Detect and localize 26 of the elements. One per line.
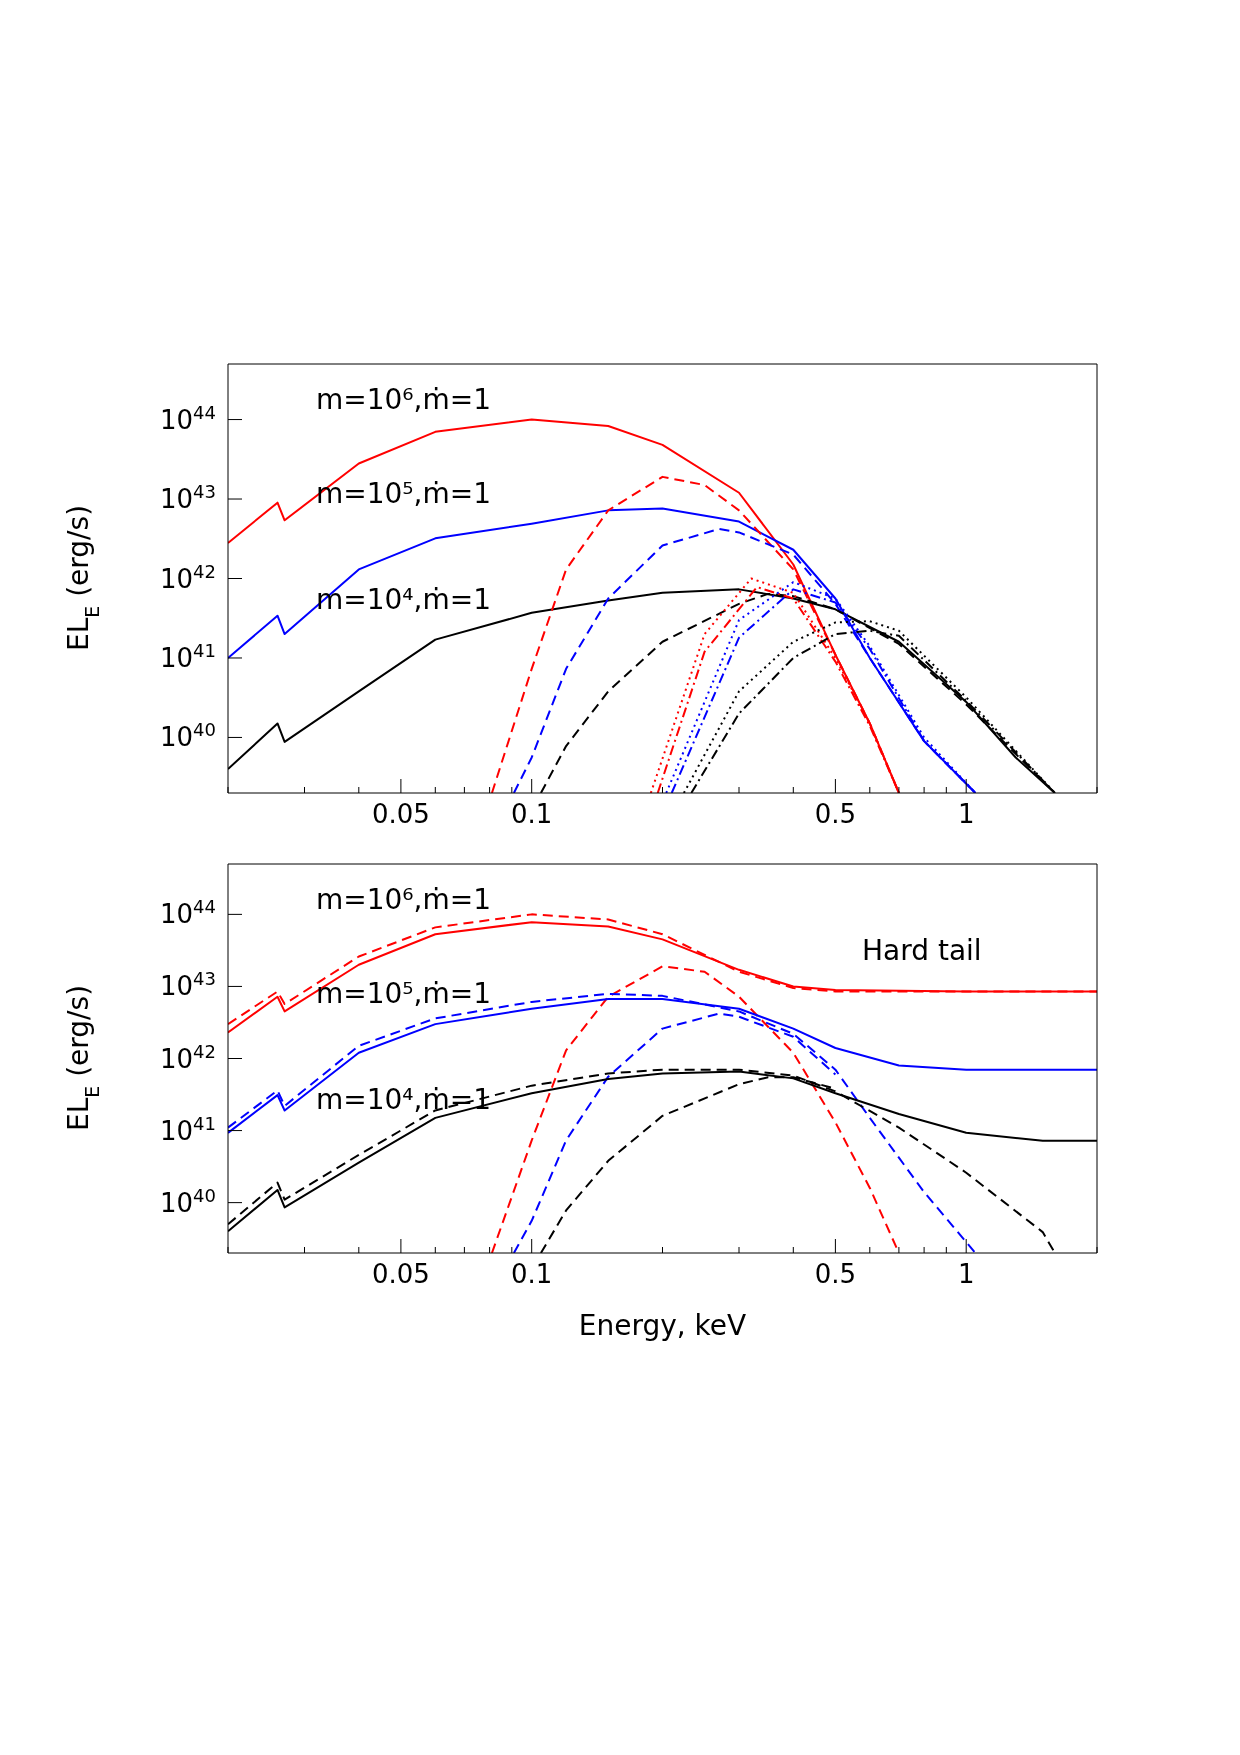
annotation: m=10⁶,ṁ=1 — [316, 883, 492, 916]
y-tick-label: 10$^{44}$ — [160, 895, 216, 930]
x-tick-label: 0.05 — [371, 1259, 430, 1289]
y-tick-label: 10$^{42}$ — [160, 1040, 216, 1074]
y-tick-label: 10$^{40}$ — [160, 1184, 216, 1218]
x-tick-label: 1 — [957, 799, 975, 829]
annotation: m=10⁶,ṁ=1 — [316, 383, 492, 416]
y-tick-label: 10$^{43}$ — [160, 967, 216, 1002]
annotation: m=10⁴,ṁ=1 — [316, 583, 492, 616]
x-tick-label: 0.1 — [511, 799, 553, 829]
annotation: Hard tail — [862, 934, 982, 967]
annotation: m=10⁵,ṁ=1 — [316, 977, 492, 1010]
x-tick-label: 1 — [957, 1259, 975, 1289]
y-tick-label: 10$^{42}$ — [160, 560, 216, 594]
y-tick-label: 10$^{43}$ — [160, 480, 216, 515]
y-tick-label: 10$^{41}$ — [160, 1112, 216, 1146]
x-tick-label: 0.1 — [511, 1259, 553, 1289]
annotation: m=10⁴,ṁ=1 — [316, 1083, 492, 1116]
x-tick-label: 0.5 — [814, 1259, 857, 1289]
y-tick-label: 10$^{44}$ — [160, 401, 216, 435]
annotation: m=10⁵,ṁ=1 — [316, 477, 492, 510]
x-axis-title: Energy, keV — [578, 1309, 747, 1342]
y-tick-label: 10$^{41}$ — [160, 639, 216, 673]
x-tick-label: 0.05 — [371, 799, 430, 829]
x-tick-label: 0.5 — [814, 799, 857, 829]
y-tick-label: 10$^{40}$ — [160, 718, 216, 753]
